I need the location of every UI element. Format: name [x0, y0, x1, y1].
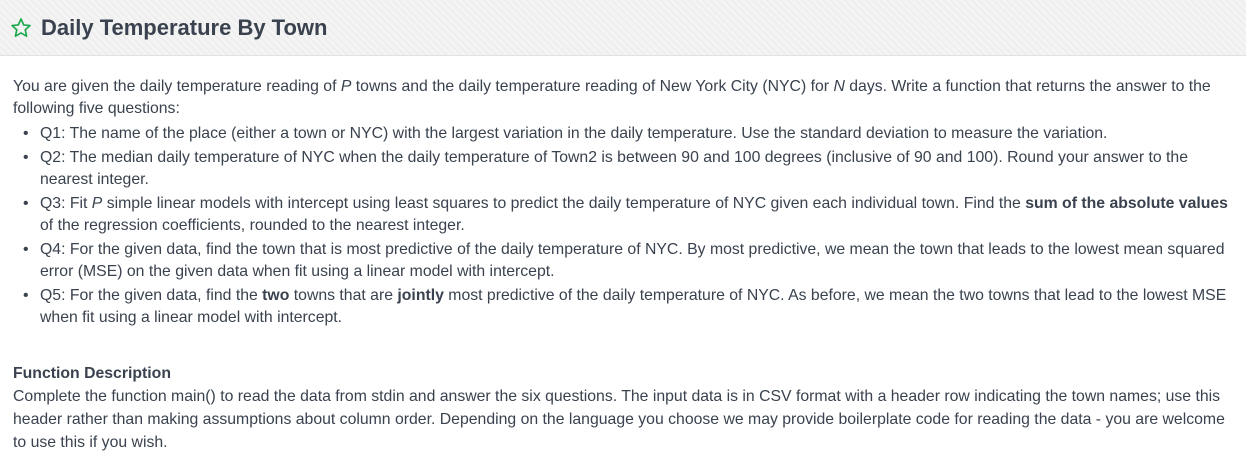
intro-var-p: P — [340, 78, 352, 95]
function-description-text: Complete the function main() to read the… — [13, 388, 1225, 451]
intro-text-2: towns and the daily temperature reading … — [351, 78, 834, 95]
question-q2: Q2: The median daily temperature of NYC … — [23, 147, 1234, 191]
problem-statement: You are given the daily temperature read… — [0, 56, 1246, 454]
question-list: Q1: The name of the place (either a town… — [13, 123, 1234, 329]
q5-text-b: towns that are — [289, 287, 398, 304]
q3-text-c: of the regression coefficients, rounded … — [40, 217, 465, 234]
q5-text-c: most predictive of the daily temperature… — [40, 287, 1227, 326]
q3-text-a: Q3: Fit — [40, 195, 92, 212]
intro-text-1: You are given the daily temperature read… — [13, 78, 341, 95]
question-q4: Q4: For the given data, find the town th… — [23, 239, 1234, 283]
function-description-heading: Function Description — [13, 365, 171, 382]
question-q3: Q3: Fit P simple linear models with inte… — [23, 193, 1234, 237]
intro-paragraph: You are given the daily temperature read… — [13, 76, 1234, 120]
question-q5: Q5: For the given data, find the two tow… — [23, 285, 1234, 329]
q3-text-b: simple linear models with intercept usin… — [102, 195, 1026, 212]
page-title: Daily Temperature By Town — [41, 14, 328, 40]
q5-text-a: Q5: For the given data, find the — [40, 287, 263, 304]
intro-text-3: days. Write a function that returns the … — [13, 78, 1211, 117]
question-q1: Q1: The name of the place (either a town… — [23, 123, 1234, 145]
intro-var-n: N — [833, 78, 845, 95]
q5-bold-two: two — [262, 287, 290, 304]
star-outline-icon[interactable] — [10, 17, 32, 39]
q3-var-p: P — [91, 195, 103, 212]
q5-bold-jointly: jointly — [397, 287, 444, 304]
q3-bold-text: sum of the absolute values — [1025, 195, 1228, 212]
challenge-header: Daily Temperature By Town — [0, 0, 1246, 56]
